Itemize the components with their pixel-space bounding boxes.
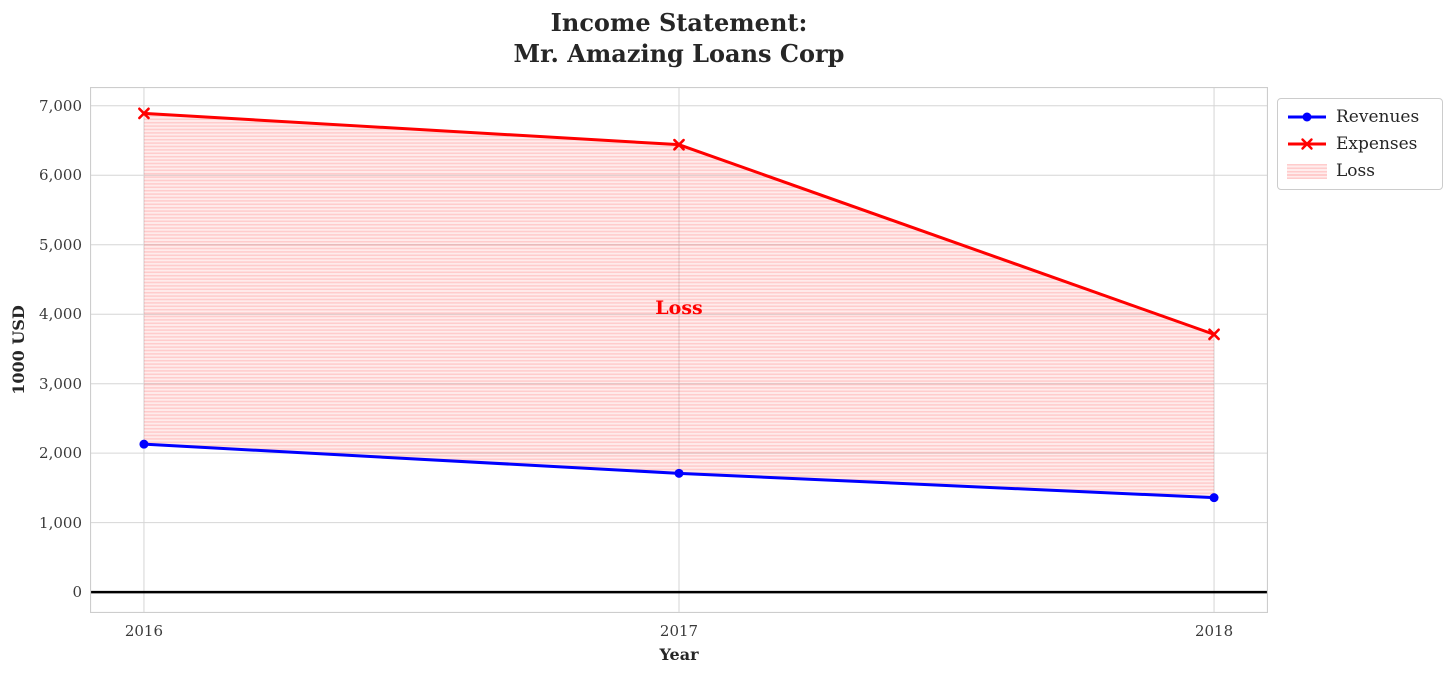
y-tick-label: 5,000: [39, 235, 82, 254]
y-tick-label: 3,000: [39, 374, 82, 393]
y-tick-label: 1,000: [39, 513, 82, 532]
x-tick-label: 2016: [124, 622, 164, 640]
x-tick-label: 2018: [1194, 622, 1234, 640]
legend-label-loss: Loss: [1336, 161, 1375, 181]
y-axis-ticks: 0 1,000 2,000 3,000 4,000 5,000 6,000 7,000: [0, 0, 82, 676]
revenues-marker: [139, 439, 149, 449]
expenses-marker: [138, 107, 150, 120]
legend: Revenues Expenses Loss: [1277, 98, 1443, 190]
x-axis-ticks: 2016 2017 2018: [90, 622, 1268, 644]
revenues-marker: [1209, 493, 1219, 503]
chart-title-line1: Income Statement:: [550, 8, 808, 37]
legend-label-revenues: Revenues: [1336, 107, 1420, 127]
revenues-line-icon: [1287, 109, 1327, 125]
x-axis-label: Year: [659, 645, 699, 664]
legend-label-expenses: Expenses: [1336, 134, 1418, 154]
y-tick-label: 7,000: [39, 96, 82, 115]
y-tick-label: 2,000: [39, 444, 82, 463]
expenses-line-icon: [1287, 136, 1327, 152]
y-tick-label: 4,000: [39, 305, 82, 324]
legend-item-loss: Loss: [1287, 160, 1433, 182]
expenses-marker: [1208, 328, 1220, 341]
y-tick-label: 6,000: [39, 166, 82, 185]
expenses-marker: [673, 138, 685, 151]
y-tick-label: 0: [72, 583, 82, 602]
legend-item-expenses: Expenses: [1287, 133, 1433, 155]
loss-area: [143, 113, 1215, 498]
chart-title-line2: Mr. Amazing Loans Corp: [513, 39, 845, 68]
plot-frame: [90, 87, 1268, 613]
revenues-marker: [674, 468, 684, 478]
x-tick-label: 2017: [659, 622, 699, 640]
chart-title: Income Statement: Mr. Amazing Loans Corp: [90, 7, 1268, 69]
loss-patch-icon: [1287, 163, 1327, 179]
plot-area: Loss: [90, 87, 1268, 613]
legend-item-revenues: Revenues: [1287, 106, 1433, 128]
loss-annotation: Loss: [655, 297, 702, 319]
